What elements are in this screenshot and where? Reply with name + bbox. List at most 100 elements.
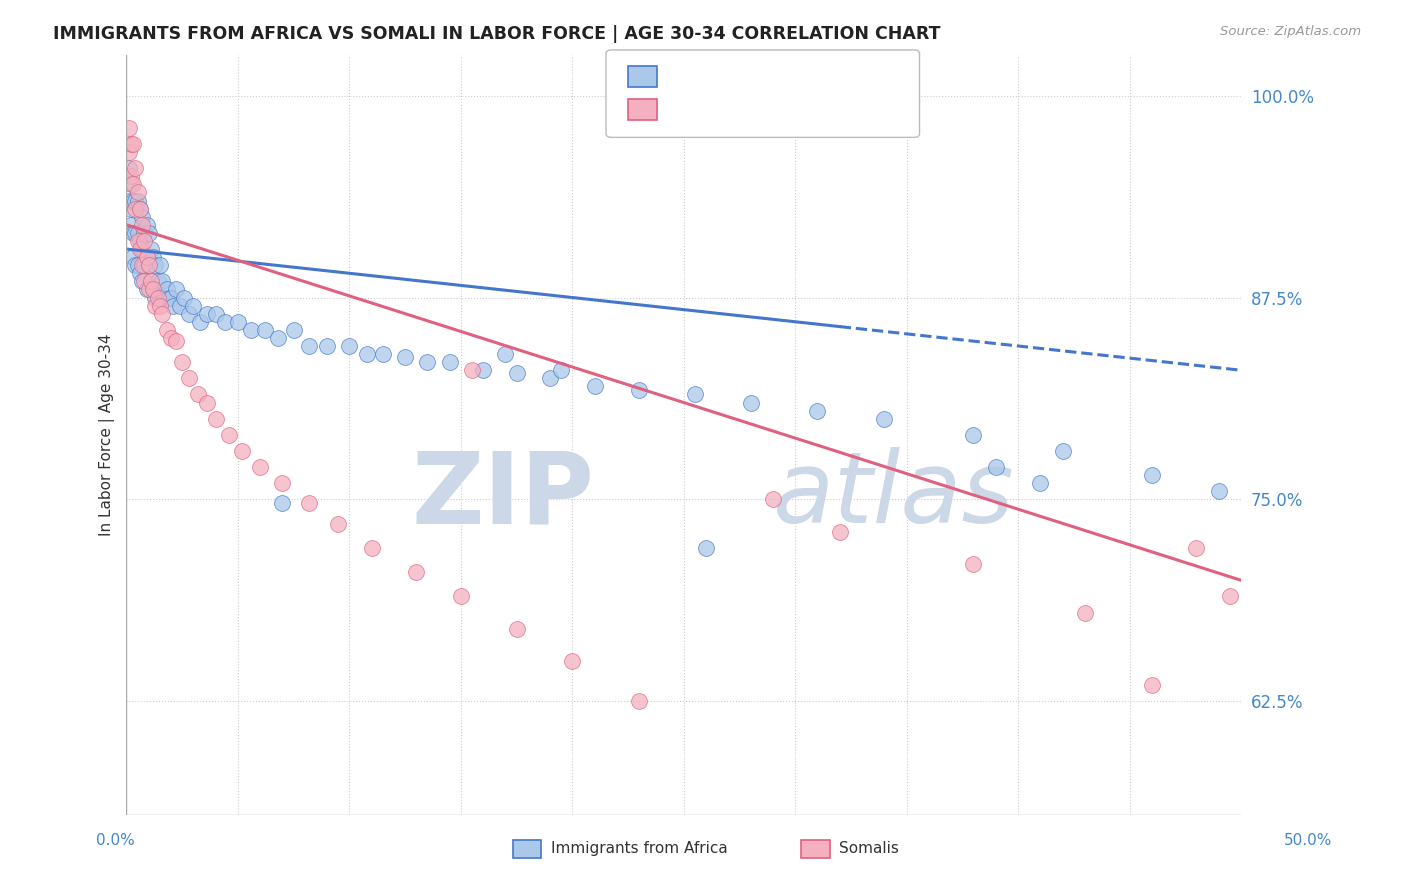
Point (122, 178, 145, 192)
Point (187, 387, 209, 401)
Text: ZIP: ZIP (412, 447, 595, 544)
Point (762, 492, 785, 507)
Point (188, 315, 211, 329)
Point (146, 291, 169, 305)
Point (1140, 678, 1163, 692)
Point (120, 218, 142, 232)
Point (128, 266, 150, 280)
Point (139, 274, 162, 288)
Point (328, 516, 350, 531)
Point (135, 250, 157, 264)
Point (131, 258, 153, 272)
Point (145, 258, 167, 272)
Point (157, 291, 180, 305)
Point (494, 347, 516, 361)
Point (177, 371, 200, 385)
Point (118, 194, 141, 208)
Point (146, 274, 169, 288)
Point (134, 258, 156, 272)
Point (142, 250, 165, 264)
Point (561, 654, 583, 668)
Point (177, 307, 200, 321)
Point (131, 218, 153, 232)
Point (120, 169, 142, 184)
Point (122, 194, 145, 208)
Point (149, 258, 172, 272)
Point (283, 323, 305, 337)
Point (1219, 590, 1241, 604)
Point (371, 347, 394, 361)
Text: R = -0.427   N = 53: R = -0.427 N = 53 (666, 102, 838, 116)
Point (120, 136, 142, 151)
Point (124, 161, 146, 176)
Point (165, 282, 187, 296)
Point (695, 541, 717, 555)
Point (138, 226, 160, 240)
Point (173, 291, 195, 305)
Text: Source: ZipAtlas.com: Source: ZipAtlas.com (1220, 25, 1361, 38)
Point (683, 387, 706, 401)
Point (131, 242, 153, 256)
Point (253, 323, 276, 337)
Point (416, 355, 439, 369)
Point (149, 291, 172, 305)
Point (124, 194, 146, 208)
Point (134, 234, 156, 248)
Point (337, 339, 360, 353)
Point (962, 557, 984, 571)
Point (138, 258, 160, 272)
Point (122, 136, 145, 151)
Text: 0.0%: 0.0% (96, 833, 135, 847)
Point (405, 565, 427, 579)
Point (472, 363, 495, 377)
Point (271, 476, 294, 491)
Point (134, 274, 156, 288)
Point (271, 496, 294, 510)
Point (231, 444, 253, 458)
Text: Immigrants from Africa: Immigrants from Africa (551, 841, 728, 855)
Point (962, 428, 984, 442)
Point (628, 694, 651, 708)
Point (984, 460, 1007, 475)
Point (1074, 606, 1097, 620)
Point (628, 383, 651, 397)
Point (828, 524, 851, 539)
Point (394, 351, 416, 365)
Text: atlas: atlas (773, 447, 1015, 544)
Point (1029, 476, 1052, 491)
Point (128, 202, 150, 216)
Point (124, 258, 146, 272)
Point (118, 120, 141, 135)
Point (155, 323, 177, 337)
Point (160, 291, 183, 305)
Point (218, 428, 240, 442)
Point (1185, 541, 1208, 555)
Text: IMMIGRANTS FROM AFRICA VS SOMALI IN LABOR FORCE | AGE 30-34 CORRELATION CHART: IMMIGRANTS FROM AFRICA VS SOMALI IN LABO… (53, 25, 941, 43)
Point (131, 274, 153, 288)
Point (583, 379, 606, 393)
Point (153, 291, 176, 305)
Point (138, 258, 160, 272)
Point (550, 363, 572, 377)
Point (1140, 468, 1163, 483)
Point (122, 226, 145, 240)
Point (145, 299, 167, 313)
Point (450, 590, 472, 604)
Text: Somalis: Somalis (839, 841, 900, 855)
Point (128, 234, 150, 248)
Point (195, 307, 218, 321)
Point (204, 411, 226, 425)
Point (316, 339, 339, 353)
Point (127, 226, 149, 240)
Point (214, 315, 236, 329)
Point (142, 282, 165, 296)
Point (165, 334, 187, 348)
Point (505, 367, 527, 381)
Point (139, 242, 162, 256)
Point (461, 363, 484, 377)
Point (740, 395, 762, 409)
Point (149, 299, 172, 313)
Point (873, 411, 896, 425)
Point (360, 541, 382, 555)
Point (150, 274, 173, 288)
